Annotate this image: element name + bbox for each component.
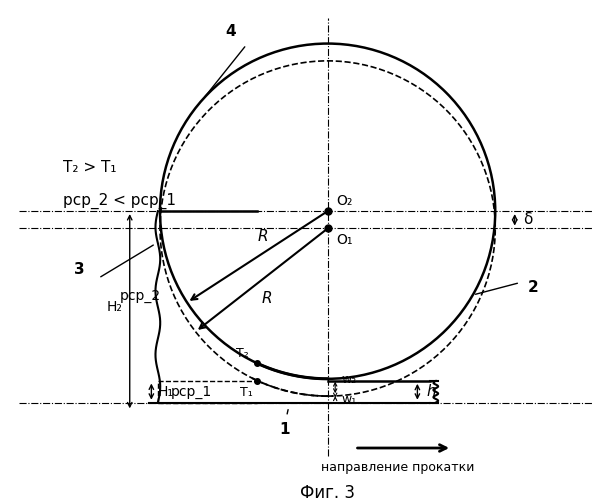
Text: Фиг. 3: Фиг. 3 bbox=[300, 484, 355, 500]
Text: 1: 1 bbox=[279, 422, 289, 437]
Text: направление прокатки: направление прокатки bbox=[321, 461, 474, 474]
Text: R: R bbox=[258, 229, 268, 244]
Text: δ: δ bbox=[523, 212, 532, 228]
Text: O₂: O₂ bbox=[336, 194, 353, 208]
Text: H₂: H₂ bbox=[106, 300, 122, 314]
Text: 2: 2 bbox=[528, 280, 539, 295]
Text: 4: 4 bbox=[225, 24, 236, 39]
Text: pср_2: pср_2 bbox=[120, 289, 161, 303]
Text: H₁: H₁ bbox=[158, 384, 174, 398]
Text: O₁: O₁ bbox=[336, 233, 353, 247]
Text: T₂: T₂ bbox=[236, 347, 248, 360]
Text: h: h bbox=[426, 384, 436, 400]
Text: R: R bbox=[262, 291, 272, 306]
Text: T₂ > T₁: T₂ > T₁ bbox=[62, 160, 116, 175]
Text: pср_1: pср_1 bbox=[171, 384, 212, 398]
Text: w₂: w₂ bbox=[341, 374, 357, 386]
Text: w₁: w₁ bbox=[341, 393, 357, 406]
Text: pср_2 < pср_1: pср_2 < pср_1 bbox=[62, 192, 176, 209]
Text: T₁: T₁ bbox=[241, 386, 253, 399]
Text: 3: 3 bbox=[73, 262, 84, 277]
